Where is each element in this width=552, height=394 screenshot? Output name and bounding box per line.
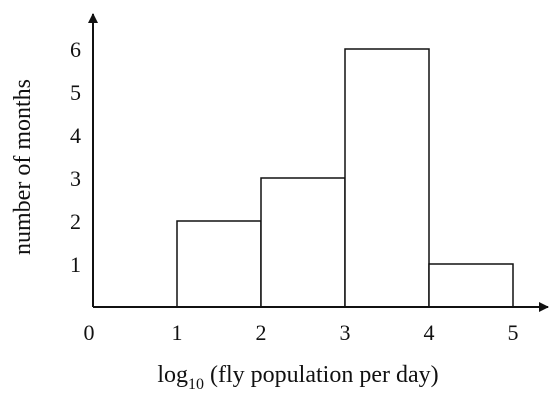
x-tick-label: 2 [256, 320, 267, 345]
histogram-bar-2 [260, 177, 346, 308]
x-axis-title-suffix: (fly population per day) [204, 362, 439, 388]
histogram-bar-4 [428, 263, 514, 308]
x-tick-label: 0 [84, 320, 95, 345]
x-tick-label: 1 [172, 320, 183, 345]
x-tick-label: 5 [508, 320, 519, 345]
histogram-bar-1 [176, 220, 262, 308]
y-tick-label: 4 [70, 123, 81, 148]
x-axis-title-subscript: 10 [188, 376, 204, 393]
y-tick-label: 5 [70, 80, 81, 105]
y-tick-label: 2 [70, 209, 81, 234]
x-axis-title-prefix: log [157, 362, 188, 388]
x-tick-label: 4 [424, 320, 435, 345]
x-axis-title: log10 (fly population per day) [157, 362, 438, 393]
y-tick-labels: 1 2 3 4 5 6 [70, 37, 81, 277]
x-tick-labels: 0 1 2 3 4 5 [84, 320, 519, 345]
y-tick-label: 6 [70, 37, 81, 62]
y-axis-title: number of months [10, 79, 36, 255]
histogram-bar-3 [344, 48, 430, 308]
y-tick-label: 1 [70, 252, 81, 277]
histogram-bars [176, 48, 514, 308]
y-tick-label: 3 [70, 166, 81, 191]
x-tick-label: 3 [340, 320, 351, 345]
